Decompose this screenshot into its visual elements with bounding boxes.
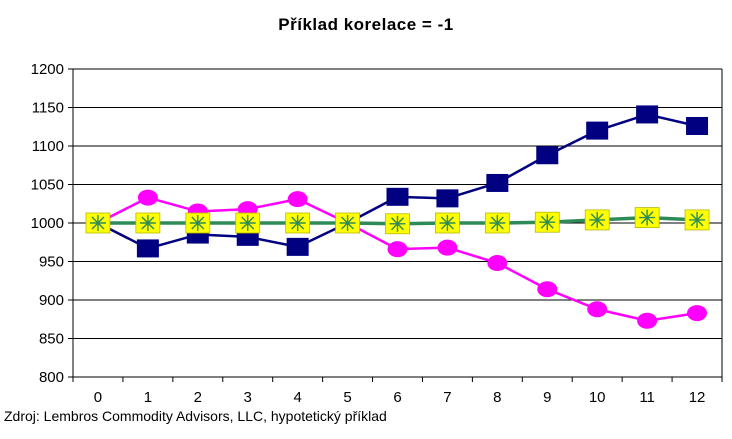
asterisk-stroke [191,216,205,230]
asterisk-square-marker [185,212,211,234]
series-2 [87,189,708,329]
square-marker [386,187,409,206]
y-tick-label: 900 [39,292,64,309]
square-marker [436,189,459,208]
circle-marker [687,305,708,322]
square-marker [536,146,559,165]
x-tick-label: 7 [443,389,451,405]
asterisk-square-marker [484,212,510,234]
circle-marker [537,281,558,298]
asterisk-square-marker [85,212,111,234]
asterisk-stroke [91,216,105,230]
asterisk-square-marker [584,209,610,231]
asterisk-stroke [241,216,255,230]
asterisk-stroke [540,215,554,229]
y-tick-label: 950 [39,254,64,271]
x-tick-label: 10 [589,389,606,405]
asterisk-square-marker [634,207,660,229]
square-marker [286,237,309,256]
x-tick-label: 4 [293,389,301,405]
y-tick-label: 850 [39,331,64,348]
asterisk-stroke [440,216,454,230]
asterisk-square-marker [534,211,560,233]
series-layer [85,105,710,329]
circle-marker [387,241,408,258]
x-tick-label: 9 [543,389,551,405]
asterisk-stroke [640,211,654,225]
circle-marker [287,191,308,208]
series-3 [85,207,710,235]
x-tick-label: 12 [689,389,706,405]
asterisk-square-marker [684,209,710,231]
square-marker [686,116,709,135]
asterisk-stroke [391,217,404,231]
asterisk-square-marker [385,213,410,235]
asterisk-stroke [690,213,704,227]
x-tick-label: 2 [194,389,202,405]
asterisk-stroke [590,213,604,227]
series-1 [86,105,709,258]
x-tick-label: 5 [343,389,351,405]
asterisk-square-marker [235,212,261,234]
y-tick-label: 1050 [31,177,64,194]
chart-title: Příklad korelace = -1 [278,15,453,34]
circle-marker [437,239,458,256]
asterisk-square-marker [135,212,161,234]
asterisk-stroke [341,216,355,230]
circle-marker [137,189,158,206]
chart: Příklad korelace = -1 800850900950100010… [31,15,723,405]
asterisk-square-marker [285,212,311,234]
x-axis-ticks: 0 1 2 3 4 5 6 7 8 9 10 11 12 [94,389,706,405]
source-note: Zdroj: Lembros Commodity Advisors, LLC, … [4,408,387,424]
x-tick-label: 0 [94,389,102,405]
y-tick-label: 1150 [32,100,64,117]
asterisk-square-marker [335,212,360,234]
asterisk-stroke [141,216,155,230]
asterisk-stroke [291,216,305,230]
square-marker [636,105,659,124]
axes [68,68,723,382]
y-axis-ticks: 800 850 900 950 1000 1050 1100 1150 1200 [31,61,64,386]
asterisk-stroke [490,216,504,230]
x-tick-label: 1 [144,389,152,405]
square-marker [486,173,509,192]
x-tick-label: 3 [244,389,252,405]
x-tick-label: 6 [393,389,401,405]
y-tick-label: 1200 [31,61,64,78]
y-tick-label: 800 [39,369,64,386]
square-marker [136,239,159,258]
x-tick-label: 8 [493,389,501,405]
circle-marker [637,312,658,329]
x-tick-label: 11 [639,389,655,405]
circle-marker [487,255,508,272]
y-tick-label: 1000 [31,215,64,232]
square-marker [586,121,609,140]
y-tick-label: 1100 [32,138,64,155]
circle-marker [587,301,608,318]
asterisk-square-marker [435,212,460,234]
